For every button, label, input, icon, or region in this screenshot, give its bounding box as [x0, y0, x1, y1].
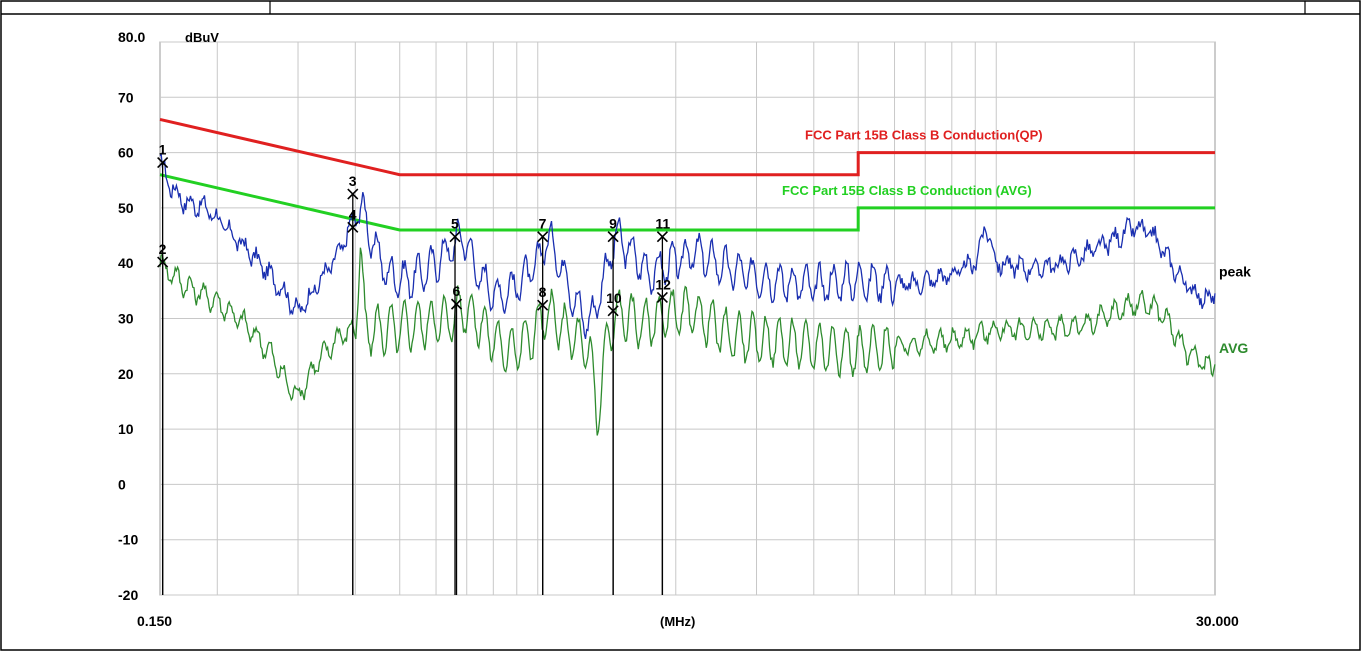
avg-limit-label: FCC Part 15B Class B Conduction (AVG)	[782, 183, 1032, 198]
data-series: peak AVG	[159, 152, 1251, 436]
avg-limit-line	[159, 173, 1215, 232]
marker-cross	[449, 231, 461, 243]
marker-cross	[607, 231, 619, 243]
qp-limit-line	[159, 117, 1215, 177]
marker-label: 11	[655, 216, 670, 232]
marker-cross	[537, 299, 549, 311]
y-tick-label: -10	[118, 532, 138, 548]
y-tick-label: 60	[118, 145, 134, 161]
marker-cross	[656, 231, 668, 243]
marker-cross	[347, 221, 359, 233]
y-tick-label: 70	[118, 89, 134, 105]
marker-label: 12	[655, 276, 671, 292]
y-tick-label: 0	[118, 476, 126, 492]
y-tick-label: 10	[118, 421, 134, 437]
qp-limit-label: FCC Part 15B Class B Conduction(QP)	[805, 128, 1043, 143]
marker-label: 2	[159, 241, 167, 257]
x-axis-label: (MHz)	[660, 614, 695, 629]
y-tick-label: 40	[118, 255, 134, 271]
y-tick-label: 30	[118, 311, 134, 327]
y-tick-label: 20	[118, 366, 134, 382]
peak-trace	[159, 152, 1216, 340]
axis-labels: 80.0 70 60 50 40 30 20 10 0 -10 -20 dBuV 0.150 30.000…	[118, 29, 1239, 629]
limit-lines: FCC Part 15B Class B Conduction(QP) FCC P…	[159, 117, 1215, 232]
x-tick-label: 0.150	[137, 613, 172, 629]
marker-label: 4	[349, 206, 357, 222]
y-tick-label: 80.0	[118, 29, 145, 45]
marker-cross	[157, 256, 169, 268]
y-tick-label: 50	[118, 200, 134, 216]
marker-label: 10	[606, 290, 622, 306]
marker-label: 8	[539, 284, 547, 300]
avg-series-label: AVG	[1219, 340, 1248, 356]
marker-cross	[347, 188, 359, 200]
marker-label: 9	[609, 216, 617, 232]
marker-cross	[656, 291, 668, 304]
marker-cross	[537, 231, 549, 243]
chart-grid	[159, 41, 1216, 596]
marker-cross	[157, 156, 169, 169]
marker-cross	[607, 305, 619, 317]
x-tick-label: 30.000	[1196, 613, 1239, 629]
marker-label: 6	[453, 283, 461, 299]
y-tick-label: -20	[118, 587, 138, 603]
marker-label: 5	[451, 216, 459, 232]
peak-series-label: peak	[1219, 263, 1251, 279]
marker-label: 1	[159, 142, 167, 158]
marker-cross	[450, 298, 463, 310]
y-axis-label: dBuV	[185, 30, 219, 45]
avg-trace	[159, 247, 1216, 436]
marker-label: 3	[349, 173, 357, 189]
marker-label: 7	[539, 216, 547, 232]
